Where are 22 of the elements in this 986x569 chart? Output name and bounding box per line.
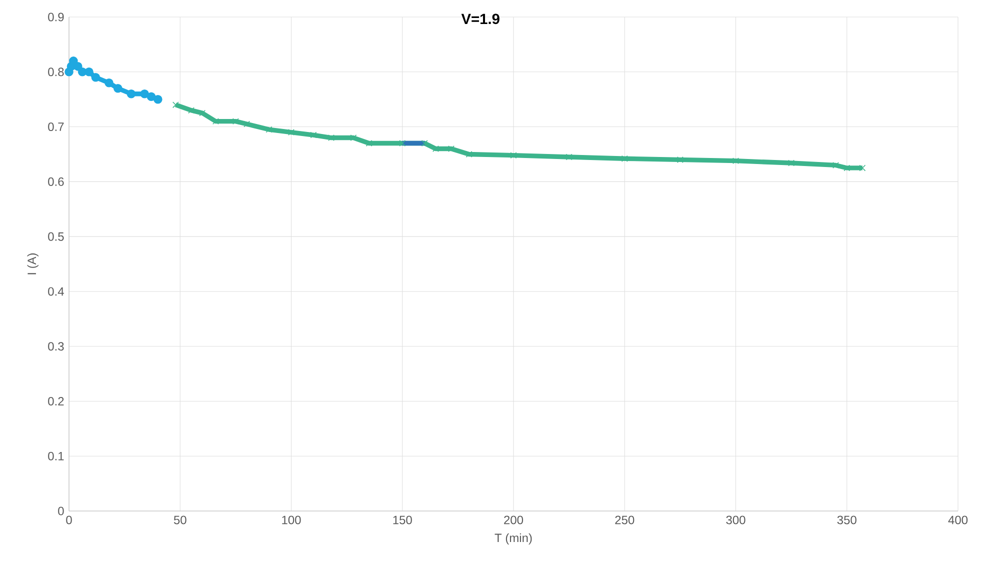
x-tick-label: 150 — [393, 516, 412, 524]
y-tick-label: 0.8 — [48, 68, 64, 76]
chart-title: V=1.9 — [461, 14, 500, 24]
x-tick-label: 50 — [174, 516, 186, 524]
x-tick-label: 300 — [726, 516, 746, 524]
x-tick-label: 400 — [948, 516, 968, 524]
y-tick-label: 0.5 — [48, 232, 64, 241]
y-tick-label: 0 — [58, 506, 64, 516]
x-tick-label: 250 — [615, 516, 634, 524]
x-tick-label: 100 — [282, 516, 301, 524]
y-axis-title: I (A) — [27, 253, 38, 274]
x-axis-title: T (min) — [494, 533, 532, 545]
y-tick-label: 0.7 — [48, 122, 64, 132]
y-tick-label: 0.2 — [48, 396, 64, 406]
x-tick-label: 0 — [66, 516, 72, 524]
x-tick-label: 350 — [837, 516, 856, 524]
y-tick-label: 0.6 — [48, 177, 64, 186]
y-tick-label: 0.3 — [48, 342, 64, 351]
x-tick-label: 200 — [504, 516, 524, 524]
y-tick-label: 0.1 — [48, 452, 64, 460]
y-tick-label: 0.9 — [48, 12, 64, 22]
y-tick-label: 0.4 — [48, 287, 64, 296]
